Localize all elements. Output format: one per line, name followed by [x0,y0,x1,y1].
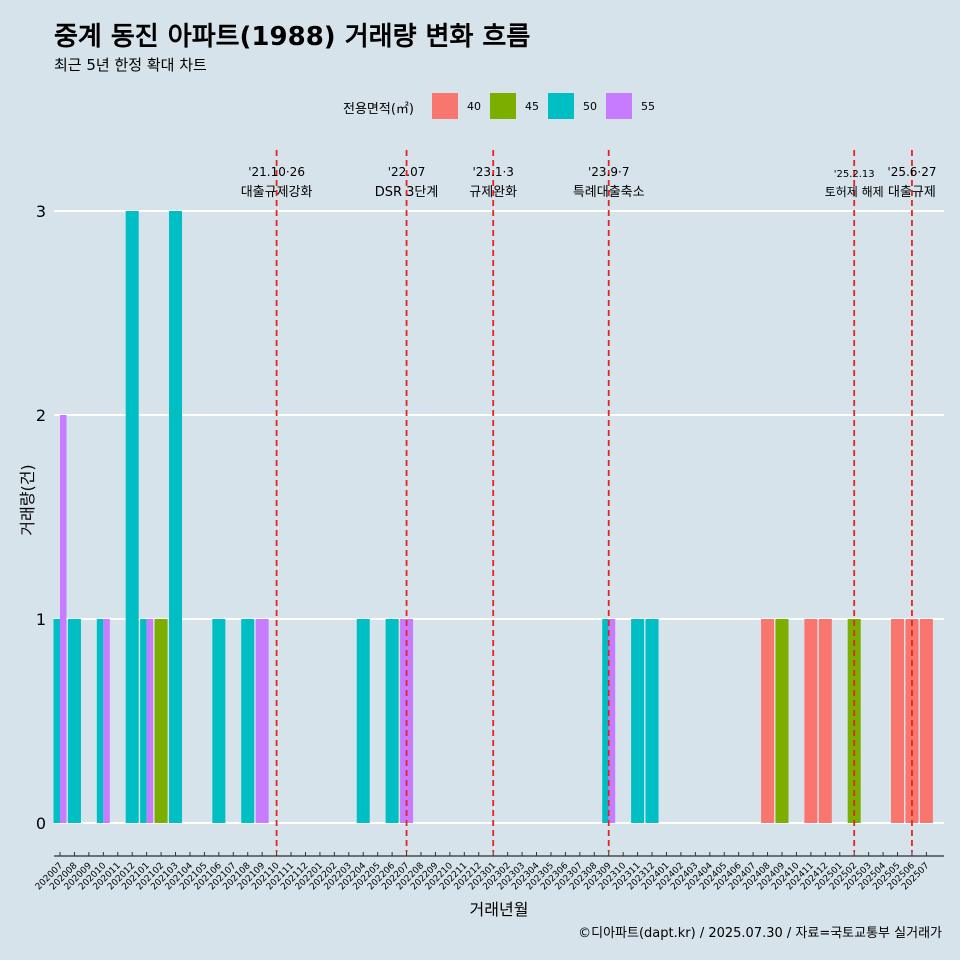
bar-202412-40 [818,619,832,823]
bar-202311-50 [631,619,645,823]
legend-label-40: 40 [467,100,481,113]
event-date-label: '25.6·27 [887,165,936,179]
bar-202312-50 [645,619,659,823]
legend: 전용면적(㎡) 40 45 50 55 [0,92,960,122]
event-date-label: '22.07 [388,165,426,179]
bar-202106-50 [212,619,226,823]
legend-swatch-55 [606,93,632,119]
bar-202007-50 [53,619,60,823]
bar-202008-50 [67,619,81,823]
event-name-label: 규제완화 [469,185,517,200]
event-name-label: 토허제 해제 [825,185,884,199]
bar-202101-50 [140,619,147,823]
bar-202408-40 [761,619,775,823]
legend-label-50: 50 [583,100,597,113]
bar-202010-50 [96,619,104,823]
bar-202505-40 [891,619,905,823]
bar-202204-50 [356,619,370,823]
caption: ©디아파트(dapt.kr) / 2025.07.30 / 자료=국토교통부 실… [578,926,942,941]
chart-subtitle: 최근 5년 한정 확대 차트 [54,56,207,74]
bar-202102-45 [154,619,168,823]
legend-label-55: 55 [641,100,655,113]
bar-202411-40 [804,619,818,823]
bar-202103-50 [169,211,183,823]
y-tick-label: 1 [36,610,46,629]
legend-swatch-45 [490,93,516,119]
y-tick-label: 3 [36,202,46,221]
bar-202012-50 [125,211,139,823]
y-tick-label: 0 [36,814,46,833]
y-axis-title: 거래량(건) [18,464,37,535]
legend-title: 전용면적(㎡) [343,102,414,117]
x-axis-title: 거래년월 [470,900,529,919]
legend-swatch-50 [548,93,574,119]
bar-202109-55 [255,619,269,823]
bar-202101-55 [146,619,154,823]
chart-title: 중계 동진 아파트(1988) 거래량 변화 흐름 [54,22,531,52]
bar-202108-50 [241,619,255,823]
y-tick-label: 2 [36,406,46,425]
legend-swatch-40 [432,93,458,119]
legend-label-45: 45 [525,100,539,113]
event-name-label: 특례대출축소 [573,185,645,200]
event-name-label: DSR 3단계 [375,185,439,200]
bar-202507-40 [919,619,933,823]
bar-202206-50 [385,619,399,823]
event-date-label: '23.1·3 [472,165,513,179]
event-name-label: 대출규제강화 [241,185,313,200]
bar-202007-55 [60,415,67,823]
event-date-label: '25.2.13 [834,169,875,180]
bar-202309-50 [602,619,609,823]
event-name-label: 대출규제 [888,185,936,200]
event-date-label: '23.9·7 [588,165,629,179]
event-date-label: '21.10·26 [248,165,305,179]
bar-202010-55 [103,619,110,823]
bar-202309-55 [608,619,616,823]
bar-202409-45 [775,619,789,823]
